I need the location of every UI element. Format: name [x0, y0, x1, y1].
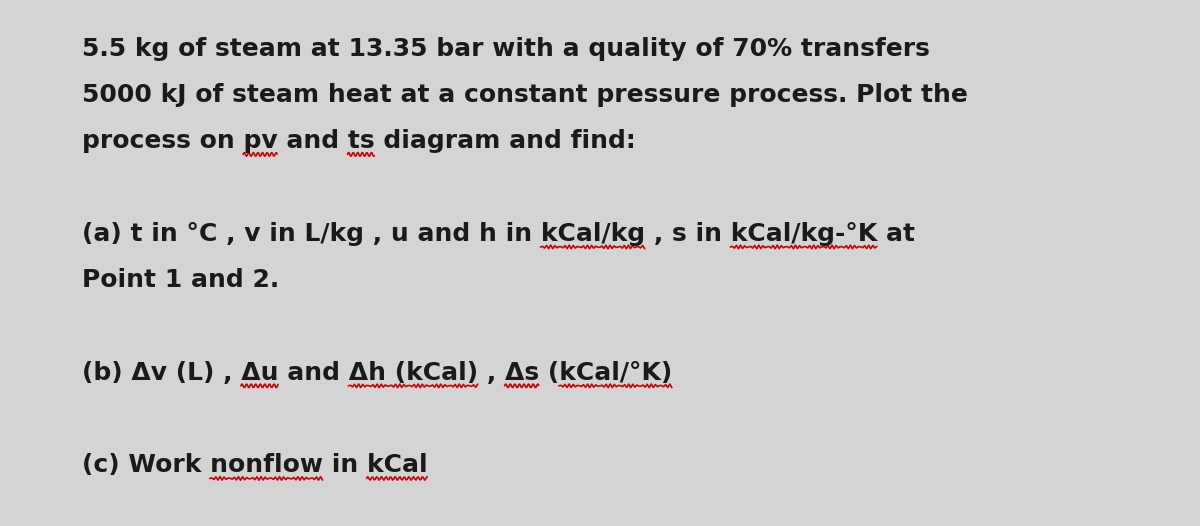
Text: process on pv and ts diagram and find:: process on pv and ts diagram and find: [82, 129, 635, 154]
Text: 5.5 kg of steam at 13.35 bar with a quality of 70% transfers: 5.5 kg of steam at 13.35 bar with a qual… [82, 37, 930, 61]
Text: (a) t in °C , v in L/kg , u and h in kCal/kg , s in kCal/kg-°K at: (a) t in °C , v in L/kg , u and h in kCa… [82, 222, 914, 246]
Text: 5000 kJ of steam heat at a constant pressure process. Plot the: 5000 kJ of steam heat at a constant pres… [82, 83, 967, 107]
Text: (b) Δv (L) , Δu and Δh (kCal) , Δs (kCal/°K): (b) Δv (L) , Δu and Δh (kCal) , Δs (kCal… [82, 361, 672, 385]
Text: (c) Work nonflow in kCal: (c) Work nonflow in kCal [82, 453, 427, 478]
Text: Point 1 and 2.: Point 1 and 2. [82, 268, 278, 292]
